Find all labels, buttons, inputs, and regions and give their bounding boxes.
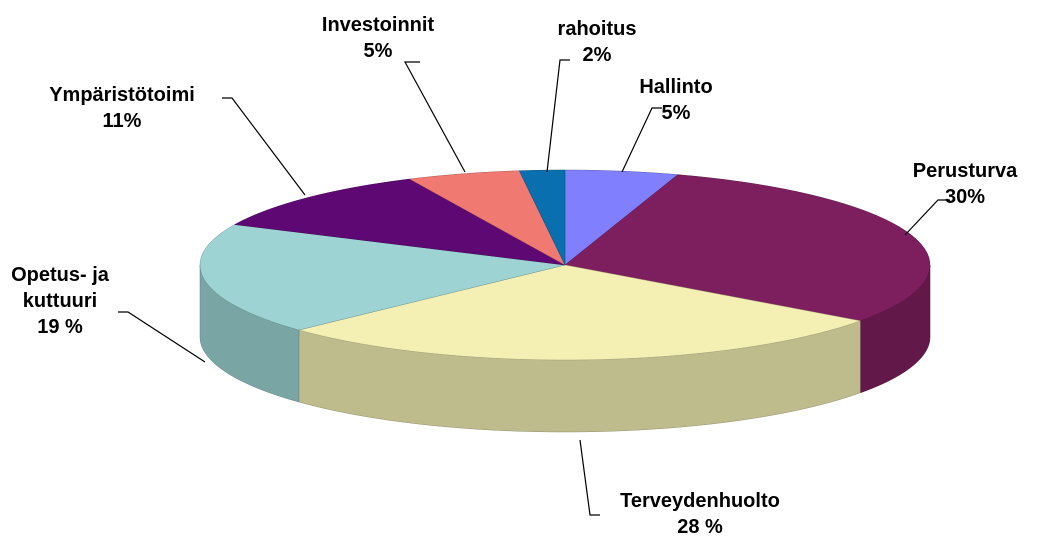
leader-line: [546, 59, 570, 173]
data-label: Perusturva 30%: [913, 158, 1018, 210]
label-value: 2%: [582, 44, 612, 66]
slice: [298, 264, 862, 361]
leader-line: [118, 311, 206, 363]
slices: [199, 169, 931, 433]
side-walls: [199, 264, 931, 433]
leader-lines: [118, 59, 950, 516]
slice: [564, 174, 931, 322]
leader-line: [222, 97, 306, 196]
label-name: rahoitus: [557, 18, 637, 40]
data-label: Ympäristötoimi 11%: [49, 82, 195, 134]
label-name: Opetus- ja kuttuuri: [11, 264, 109, 312]
label-value: 11%: [102, 110, 142, 132]
label-value: 30%: [944, 186, 986, 208]
label-value: 5%: [363, 40, 393, 62]
label-name: Terveydenhuolto: [620, 490, 780, 512]
label-name: Perusturva: [912, 160, 1018, 182]
label-value: 28 %: [677, 516, 723, 538]
data-label: Terveydenhuolto 28 %: [620, 488, 780, 540]
data-label: Opetus- ja kuttuuri 19 %: [5, 262, 115, 340]
label-name: Ympäristötoimi: [49, 84, 195, 106]
slice: [518, 169, 566, 266]
label-value: 19 %: [37, 316, 83, 338]
data-label: Investoinnit 5%: [322, 12, 434, 64]
label-name: Investoinnit: [321, 14, 435, 36]
leader-line: [579, 439, 600, 516]
top-faces: [199, 169, 931, 361]
data-label: rahoitus 2%: [558, 16, 637, 68]
label-name: Hallinto: [639, 76, 713, 98]
slice: [408, 170, 566, 266]
slice: [199, 224, 566, 331]
data-label: Hallinto 5%: [639, 74, 712, 126]
slice: [233, 178, 566, 266]
leader-line: [621, 107, 662, 173]
label-value: 5%: [661, 102, 691, 124]
leader-line: [904, 199, 950, 236]
leader-line: [403, 61, 466, 173]
